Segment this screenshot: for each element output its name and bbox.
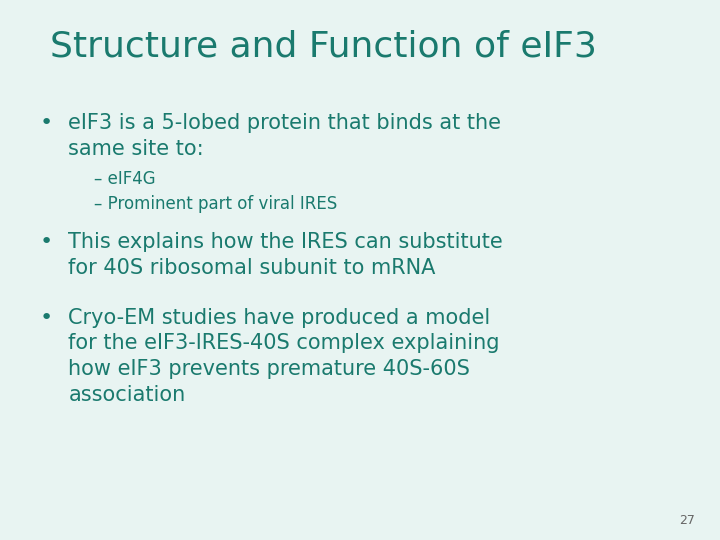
Text: eIF3 is a 5-lobed protein that binds at the
same site to:: eIF3 is a 5-lobed protein that binds at … [68,113,501,159]
Text: 27: 27 [679,514,695,526]
Text: Cryo-EM studies have produced a model
for the eIF3-IRES-40S complex explaining
h: Cryo-EM studies have produced a model fo… [68,308,500,404]
Text: •: • [40,308,53,328]
Text: – Prominent part of viral IRES: – Prominent part of viral IRES [94,195,337,213]
Text: •: • [40,232,53,252]
Text: – eIF4G: – eIF4G [94,170,156,188]
Text: •: • [40,113,53,133]
Text: Structure and Function of eIF3: Structure and Function of eIF3 [50,30,598,64]
Text: This explains how the IRES can substitute
for 40S ribosomal subunit to mRNA: This explains how the IRES can substitut… [68,232,503,278]
